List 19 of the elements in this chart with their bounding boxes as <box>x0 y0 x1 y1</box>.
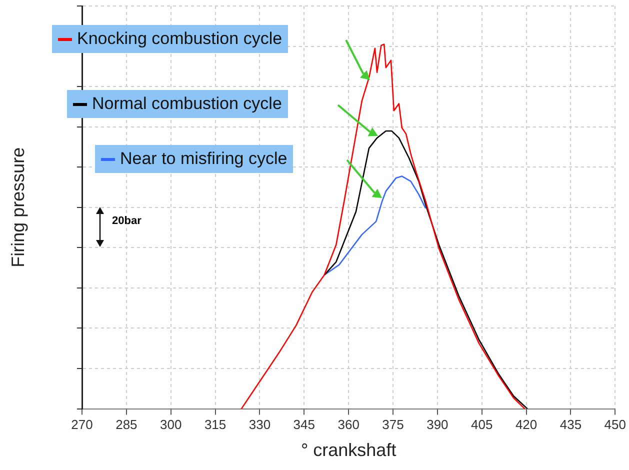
legend-label: Near to misfiring cycle <box>120 149 288 168</box>
x-tick-label: 435 <box>560 417 582 432</box>
x-tick-label: 300 <box>160 417 182 432</box>
x-tick-label: 315 <box>204 417 226 432</box>
x-tick-label: 405 <box>471 417 493 432</box>
legend-label: Knocking combustion cycle <box>77 29 282 48</box>
x-tick-label: 450 <box>604 417 626 432</box>
x-tick-label: 330 <box>248 417 271 432</box>
x-axis-title: ° crankshaft <box>300 440 396 460</box>
x-tick-label: 270 <box>71 417 93 432</box>
x-tick-label: 345 <box>293 417 315 432</box>
x-tick-label: 375 <box>382 417 404 432</box>
legend-label: Normal combustion cycle <box>92 94 282 113</box>
x-tick-label: 390 <box>426 417 448 432</box>
x-tick-label: 420 <box>515 417 538 432</box>
x-tick-label: 285 <box>116 417 138 432</box>
y-axis-title: Firing pressure <box>8 147 28 268</box>
x-tick-label: 360 <box>338 417 360 432</box>
annotation: 20bar <box>112 215 142 227</box>
